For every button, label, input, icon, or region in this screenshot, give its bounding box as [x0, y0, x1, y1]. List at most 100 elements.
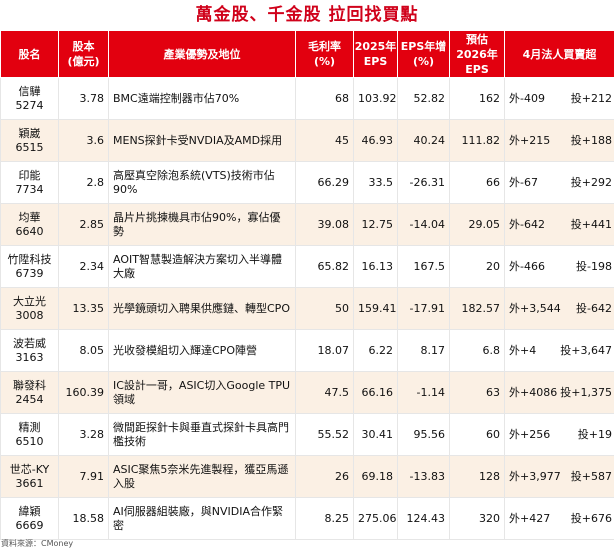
capital-cell: 3.78 [58, 77, 109, 120]
stock-name: 緯穎 [18, 504, 41, 518]
capital-cell: 2.8 [58, 161, 109, 204]
flow-wrap: 外+4086 投+1,375 [509, 386, 612, 400]
stock-name: 均華 [18, 210, 41, 224]
foreign-flow: 外+3,544 [509, 301, 561, 315]
eps-2026-cell: 320 [449, 497, 505, 540]
stock-code: 3661 [15, 476, 44, 490]
foreign-flow: 外-642 [509, 217, 545, 231]
foreign-flow: 外+3,977 [509, 469, 561, 483]
eps-2025-cell: 275.06 [353, 497, 398, 540]
april-flow-cell: 外+256 投+19 [504, 413, 614, 456]
stock-name-cell: 竹陞科技 6739 [0, 245, 59, 288]
gross-margin-cell: 26 [295, 455, 354, 498]
stock-name-cell: 聯發科 2454 [0, 371, 59, 414]
capital-cell: 7.91 [58, 455, 109, 498]
eps-growth-cell: 124.43 [397, 497, 450, 540]
eps-2026-cell: 6.8 [449, 329, 505, 372]
eps-2025-cell: 33.5 [353, 161, 398, 204]
gross-margin-cell: 66.29 [295, 161, 354, 204]
flow-wrap: 外-67 投+292 [509, 176, 612, 190]
table-row: 大立光 3008 13.35 光學鏡頭切入聘果供應鏈、轉型CPO 50 159.41 -17… [0, 287, 614, 330]
april-flow-cell: 外+4086 投+1,375 [504, 371, 614, 414]
table-body: 信驊 5274 3.78 BMC遠端控制器市佔70% 68 103.92 52.82 162 外… [0, 77, 614, 540]
stock-code: 6640 [15, 224, 44, 238]
header-name: 股名 [0, 30, 59, 78]
capital-cell: 3.28 [58, 413, 109, 456]
capital-cell: 2.34 [58, 245, 109, 288]
header-capital: 股本 (億元) [58, 30, 109, 78]
gross-margin-cell: 50 [295, 287, 354, 330]
trust-flow: 投+676 [570, 511, 612, 525]
stock-name: 穎崴 [18, 126, 41, 140]
eps-growth-cell: -14.04 [397, 203, 450, 246]
eps-growth-cell: -13.83 [397, 455, 450, 498]
stock-code: 6510 [15, 434, 44, 448]
header-eps-2025: 2025年 EPS [353, 30, 398, 78]
eps-2025-cell: 16.13 [353, 245, 398, 288]
eps-2025-cell: 30.41 [353, 413, 398, 456]
gross-margin-cell: 68 [295, 77, 354, 120]
stock-name: 精測 [18, 420, 41, 434]
table-header-row: 股名 股本 (億元) 產業優勢及地位 毛利率 (%) 2025年 EPS EPS年增(… [0, 30, 614, 78]
foreign-flow: 外-409 [509, 91, 545, 105]
stock-table: 股名 股本 (億元) 產業優勢及地位 毛利率 (%) 2025年 EPS EPS年增(… [0, 30, 614, 540]
eps-2025-cell: 6.22 [353, 329, 398, 372]
eps-2026-cell: 182.57 [449, 287, 505, 330]
advantage-cell: 光學鏡頭切入聘果供應鏈、轉型CPO [108, 287, 296, 330]
eps-2025-cell: 12.75 [353, 203, 398, 246]
stock-name: 印能 [18, 168, 41, 182]
eps-growth-cell: 95.56 [397, 413, 450, 456]
stock-name-cell: 波若威 3163 [0, 329, 59, 372]
stock-code: 3008 [15, 308, 44, 322]
stock-name: 竹陞科技 [7, 252, 52, 266]
advantage-cell: IC設計一哥，ASIC切入Google TPU領域 [108, 371, 296, 414]
stock-name-cell: 印能 7734 [0, 161, 59, 204]
flow-wrap: 外+427 投+676 [509, 512, 612, 526]
flow-wrap: 外+256 投+19 [509, 428, 612, 442]
trust-flow: 投+292 [570, 175, 612, 189]
april-flow-cell: 外-642 投+441 [504, 203, 614, 246]
capital-cell: 8.05 [58, 329, 109, 372]
foreign-flow: 外+4 [509, 343, 537, 357]
gross-margin-cell: 55.52 [295, 413, 354, 456]
table-row: 印能 7734 2.8 高壓真空除泡系統(VTS)技術市佔90% 66.29 33.5 -2… [0, 161, 614, 204]
stock-name-cell: 穎崴 6515 [0, 119, 59, 162]
table-row: 波若威 3163 8.05 光收發模組切入輝達CPO陣營 18.07 6.22 8.17 6.… [0, 329, 614, 372]
gross-margin-cell: 39.08 [295, 203, 354, 246]
page-title: 萬金股、千金股 拉回找買點 [195, 5, 419, 25]
advantage-cell: MENS探針卡受NVDIA及AMD採用 [108, 119, 296, 162]
table-row: 均華 6640 2.85 晶片片挑揀機具市佔90%，寡佔優勢 39.08 12.75 -14… [0, 203, 614, 246]
stock-code: 6739 [15, 266, 44, 280]
eps-2026-cell: 60 [449, 413, 505, 456]
trust-flow: 投+587 [570, 469, 612, 483]
eps-2026-cell: 128 [449, 455, 505, 498]
stock-name-cell: 緯穎 6669 [0, 497, 59, 540]
advantage-cell: AI伺服器組裝廠，與NVIDIA合作緊密 [108, 497, 296, 540]
stock-code: 7734 [15, 182, 44, 196]
foreign-flow: 外-67 [509, 175, 538, 189]
april-flow-cell: 外+4 投+3,647 [504, 329, 614, 372]
stock-name: 波若威 [13, 336, 46, 350]
table-row: 聯發科 2454 160.39 IC設計一哥，ASIC切入Google TPU領域 47… [0, 371, 614, 414]
stock-name-cell: 信驊 5274 [0, 77, 59, 120]
stock-code: 3163 [15, 350, 44, 364]
capital-cell: 3.6 [58, 119, 109, 162]
eps-2026-cell: 63 [449, 371, 505, 414]
trust-flow: 投-642 [576, 301, 612, 315]
header-april-flow: 4月法人買賣超 [504, 30, 614, 78]
header-eps-growth: EPS年增 (%) [397, 30, 450, 78]
trust-flow: 投+3,647 [560, 343, 612, 357]
gross-margin-cell: 8.25 [295, 497, 354, 540]
foreign-flow: 外-466 [509, 259, 545, 273]
eps-growth-cell: 167.5 [397, 245, 450, 288]
stock-code: 5274 [15, 98, 44, 112]
advantage-cell: AOIT智慧製造解決方案切入半導體大廠 [108, 245, 296, 288]
stock-code: 6515 [15, 140, 44, 154]
april-flow-cell: 外+215 投+188 [504, 119, 614, 162]
header-advantage: 產業優勢及地位 [108, 30, 296, 78]
april-flow-cell: 外-409 投+212 [504, 77, 614, 120]
gross-margin-cell: 45 [295, 119, 354, 162]
trust-flow: 投+188 [570, 133, 612, 147]
eps-growth-cell: -26.31 [397, 161, 450, 204]
